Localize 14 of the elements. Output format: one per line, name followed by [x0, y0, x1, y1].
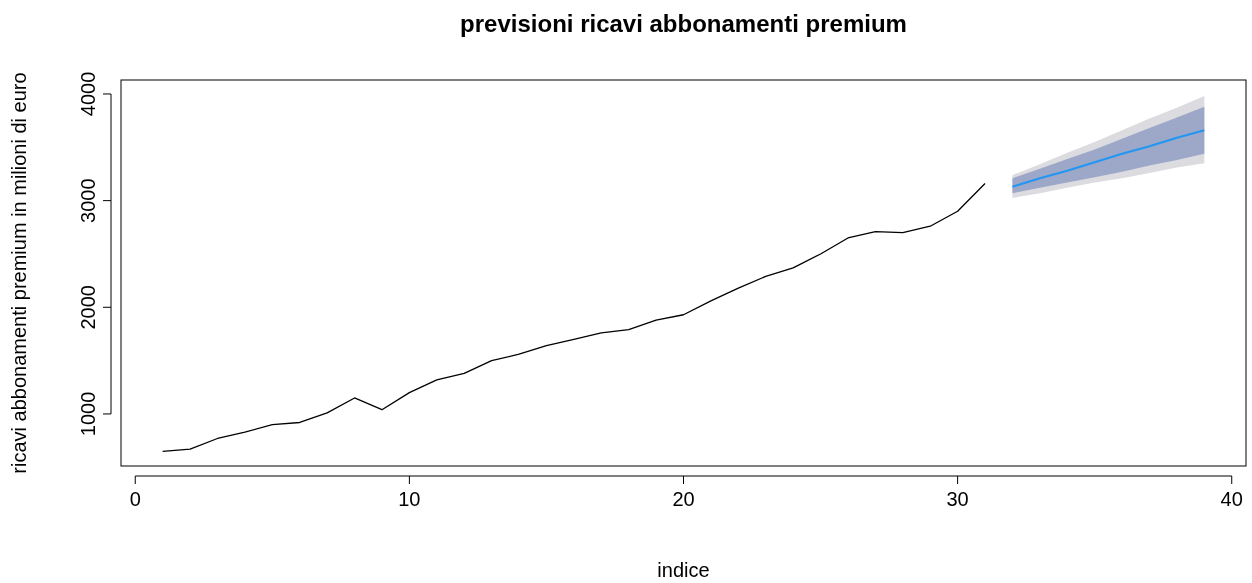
y-tick-label: 4000 [77, 71, 99, 117]
x-axis-title: indice [657, 559, 710, 581]
x-tick-label: 20 [672, 488, 695, 510]
y-axis-title: ricavi abbonamenti premium in milioni di euro [8, 72, 30, 474]
chart-title: previsioni ricavi abbonamenti premium [460, 10, 907, 37]
x-tick-label: 10 [398, 488, 421, 510]
line-series [1011, 129, 1206, 188]
line-series [162, 182, 986, 452]
y-tick-label: 3000 [77, 178, 99, 223]
x-tick-label: 40 [1220, 488, 1243, 510]
y-tick-label: 2000 [77, 285, 99, 330]
x-tick-label: 30 [946, 488, 969, 510]
x-tick-label: 0 [129, 488, 141, 510]
y-tick-label: 1000 [77, 391, 99, 437]
